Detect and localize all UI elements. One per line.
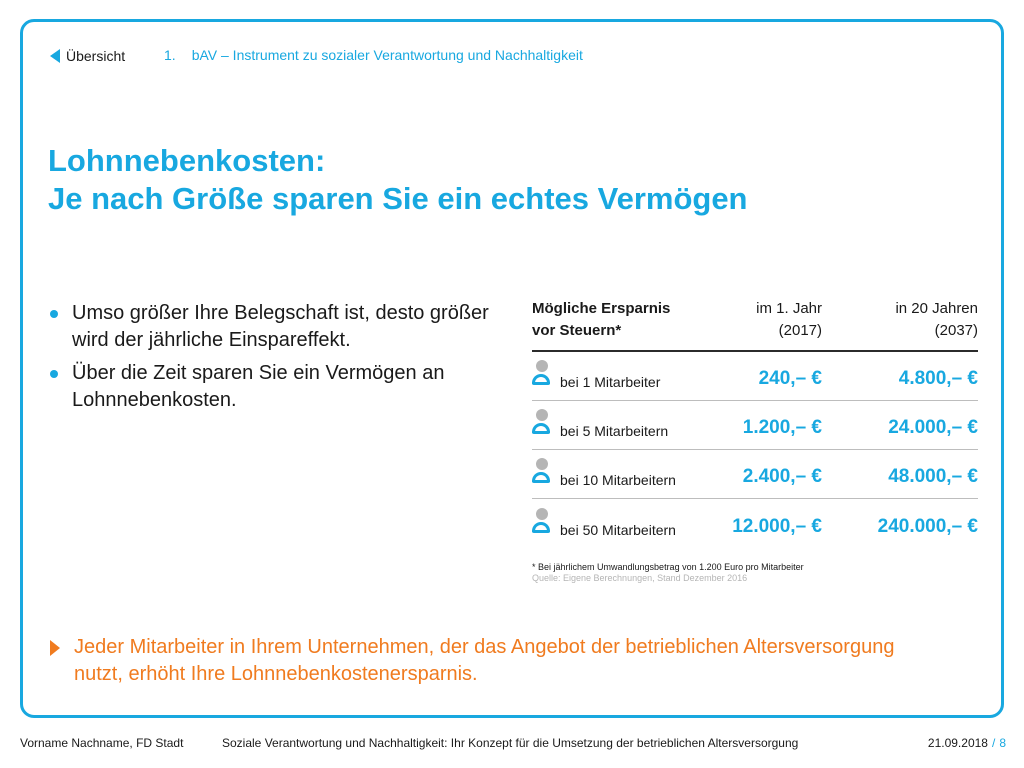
list-item: Über die Zeit sparen Sie ein Vermögen an…	[48, 360, 508, 414]
bullet-dot-icon	[50, 370, 58, 378]
person-icon	[532, 360, 554, 390]
value-year-1: 1.200,– €	[742, 417, 822, 438]
title-line-2: Je nach Größe sparen Sie ein echtes Verm…	[48, 181, 748, 216]
back-label: Übersicht	[66, 48, 126, 64]
header-label: Mögliche Ersparnis vor Steuern*	[532, 300, 671, 339]
value-year-1: 12.000,– €	[732, 516, 822, 537]
title-line-1: Lohnnebenkosten:	[48, 143, 326, 178]
row-label: bei 1 Mitarbeiter	[560, 374, 661, 390]
person-icon	[532, 508, 554, 538]
footer-author: Vorname Nachname, FD Stadt	[20, 736, 184, 750]
slide-frame	[20, 19, 1004, 718]
savings-table: Mögliche Ersparnis vor Steuern* im 1. Ja…	[532, 298, 978, 548]
value-year-1: 2.400,– €	[742, 466, 822, 487]
row-label: bei 50 Mitarbeitern	[560, 522, 676, 538]
top-navigation: Übersicht 1. bAV – Instrument zu sozialer…	[50, 47, 583, 65]
bullet-dot-icon	[50, 310, 58, 318]
bullet-list: Umso größer Ihre Belegschaft ist, desto …	[48, 300, 508, 420]
table-header: Mögliche Ersparnis vor Steuern* im 1. Ja…	[532, 298, 978, 352]
triangle-left-icon	[50, 49, 60, 63]
list-item: Umso größer Ihre Belegschaft ist, desto …	[48, 300, 508, 354]
triangle-right-icon	[50, 640, 60, 656]
person-icon	[532, 409, 554, 439]
page-number: 8	[999, 736, 1006, 750]
row-label: bei 5 Mitarbeitern	[560, 423, 669, 439]
table-row: bei 1 Mitarbeiter 240,– € 4.800,– €	[532, 352, 978, 401]
table-row: bei 5 Mitarbeitern 1.200,– € 24.000,– €	[532, 401, 978, 450]
header-year-1: im 1. Jahr (2017)	[756, 300, 822, 339]
bullet-text: Über die Zeit sparen Sie ein Vermögen an…	[72, 362, 445, 411]
bullet-text: Umso größer Ihre Belegschaft ist, desto …	[72, 302, 489, 351]
row-label: bei 10 Mitarbeitern	[560, 472, 676, 488]
footer-separator: /	[991, 736, 996, 750]
callout-text: Jeder Mitarbeiter in Ihrem Unternehmen, …	[74, 636, 895, 685]
value-year-20: 4.800,– €	[898, 368, 978, 389]
callout: Jeder Mitarbeiter in Ihrem Unternehmen, …	[50, 634, 914, 688]
back-to-overview-link[interactable]: Übersicht	[50, 48, 125, 64]
table-row: bei 50 Mitarbeitern 12.000,– € 240.000,–…	[532, 499, 978, 548]
footer-date-page: 21.09.2018/8	[928, 736, 1006, 750]
value-year-1: 240,– €	[758, 368, 822, 389]
footer-subject: Soziale Verantwortung und Nachhaltigkeit…	[222, 736, 799, 750]
value-year-20: 240.000,– €	[877, 516, 978, 537]
page-title: Lohnnebenkosten: Je nach Größe sparen Si…	[48, 142, 748, 218]
value-year-20: 24.000,– €	[888, 417, 978, 438]
table-footnote: * Bei jährlichem Umwandlungsbetrag von 1…	[532, 562, 804, 572]
table-source: Quelle: Eigene Berechnungen, Stand Dezem…	[532, 573, 748, 583]
breadcrumb-label: bAV – Instrument zu sozialer Verantwortu…	[191, 47, 583, 63]
breadcrumb-number: 1.	[164, 47, 176, 63]
header-year-20: in 20 Jahren (2037)	[895, 300, 978, 339]
value-year-20: 48.000,– €	[888, 466, 978, 487]
person-icon	[532, 458, 554, 488]
breadcrumb[interactable]: 1. bAV – Instrument zu sozialer Verantwor…	[164, 47, 583, 63]
table-row: bei 10 Mitarbeitern 2.400,– € 48.000,– €	[532, 450, 978, 499]
footer-date: 21.09.2018	[927, 736, 988, 750]
